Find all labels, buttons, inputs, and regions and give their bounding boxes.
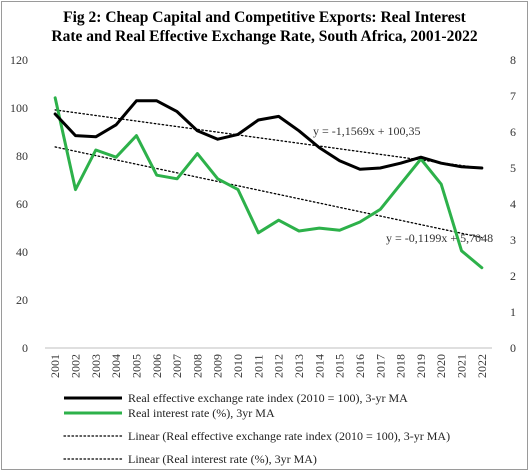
y-right-tick-label: 4 (510, 197, 516, 211)
x-tick-label: 2016 (353, 354, 367, 378)
legend-label-3: Linear (Real effective exchange rate ind… (128, 429, 450, 443)
y-right-tick-label: 8 (510, 53, 516, 67)
series-line-exchange-rate (53, 99, 484, 171)
x-tick-label: 2020 (434, 354, 448, 378)
x-tick-label: 2013 (292, 354, 306, 378)
y-left-tick-label: 60 (16, 197, 28, 211)
chart-title-line-1: Fig 2: Cheap Capital and Competitive Exp… (63, 9, 466, 26)
x-tick-label: 2015 (333, 354, 347, 378)
chart-title-line-2: Rate and Real Effective Exchange Rate, S… (51, 28, 478, 45)
x-tick-label: 2004 (109, 354, 123, 378)
x-tick-label: 2011 (251, 354, 265, 378)
y-left-tick-label: 40 (16, 245, 28, 259)
x-tick-label: 2006 (150, 354, 164, 378)
y-left-tick-label: 120 (10, 53, 28, 67)
y-right-tick-label: 7 (510, 89, 516, 103)
x-tick-label: 2001 (48, 354, 62, 378)
trendline-exchange-rate (54, 109, 483, 169)
legend-label-1: Real effective exchange rate index (2010… (128, 391, 408, 405)
y-left-tick-label: 100 (10, 101, 28, 115)
x-tick-label: 2019 (414, 354, 428, 378)
y-left-tick-label: 80 (16, 149, 28, 163)
x-tick-label: 2002 (68, 354, 82, 378)
y-right-tick-label: 1 (510, 305, 516, 319)
legend-label-2: Real interest rate (%), 3yr MA (128, 406, 275, 420)
x-tick-label: 2007 (170, 354, 184, 378)
x-tick-label: 2012 (272, 354, 286, 378)
y-right-tick-label: 6 (510, 125, 516, 139)
x-tick-label: 2010 (231, 354, 245, 378)
y-left-tick-label: 20 (16, 293, 28, 307)
x-tick-label: 2008 (190, 354, 204, 378)
y-right-tick-label: 3 (510, 233, 516, 247)
x-tick-label: 2018 (394, 354, 408, 378)
legend-label-4: Linear (Real interest rate (%), 3yr MA) (128, 452, 317, 466)
x-tick-label: 2021 (455, 354, 469, 378)
trend-equation-exchange-rate: y = -1,1569x + 100,35 (313, 124, 421, 138)
trend-equation-interest-rate: y = -0,1199x + 5,7048 (386, 231, 493, 245)
x-tick-label: 2014 (312, 354, 326, 378)
x-tick-label: 2017 (373, 354, 387, 378)
trendline-interest-rate (54, 146, 483, 239)
x-tick-label: 2009 (211, 354, 225, 378)
x-tick-label: 2005 (129, 354, 143, 378)
x-tick-label: 2003 (89, 354, 103, 378)
series-line-interest-rate (53, 96, 484, 270)
chart-title: Fig 2: Cheap Capital and Competitive Exp… (0, 8, 529, 46)
y-right-tick-label: 0 (510, 341, 516, 355)
x-tick-label: 2022 (475, 354, 489, 378)
y-left-tick-label: 0 (22, 341, 28, 355)
y-right-tick-label: 5 (510, 161, 516, 175)
y-right-tick-label: 2 (510, 269, 516, 283)
